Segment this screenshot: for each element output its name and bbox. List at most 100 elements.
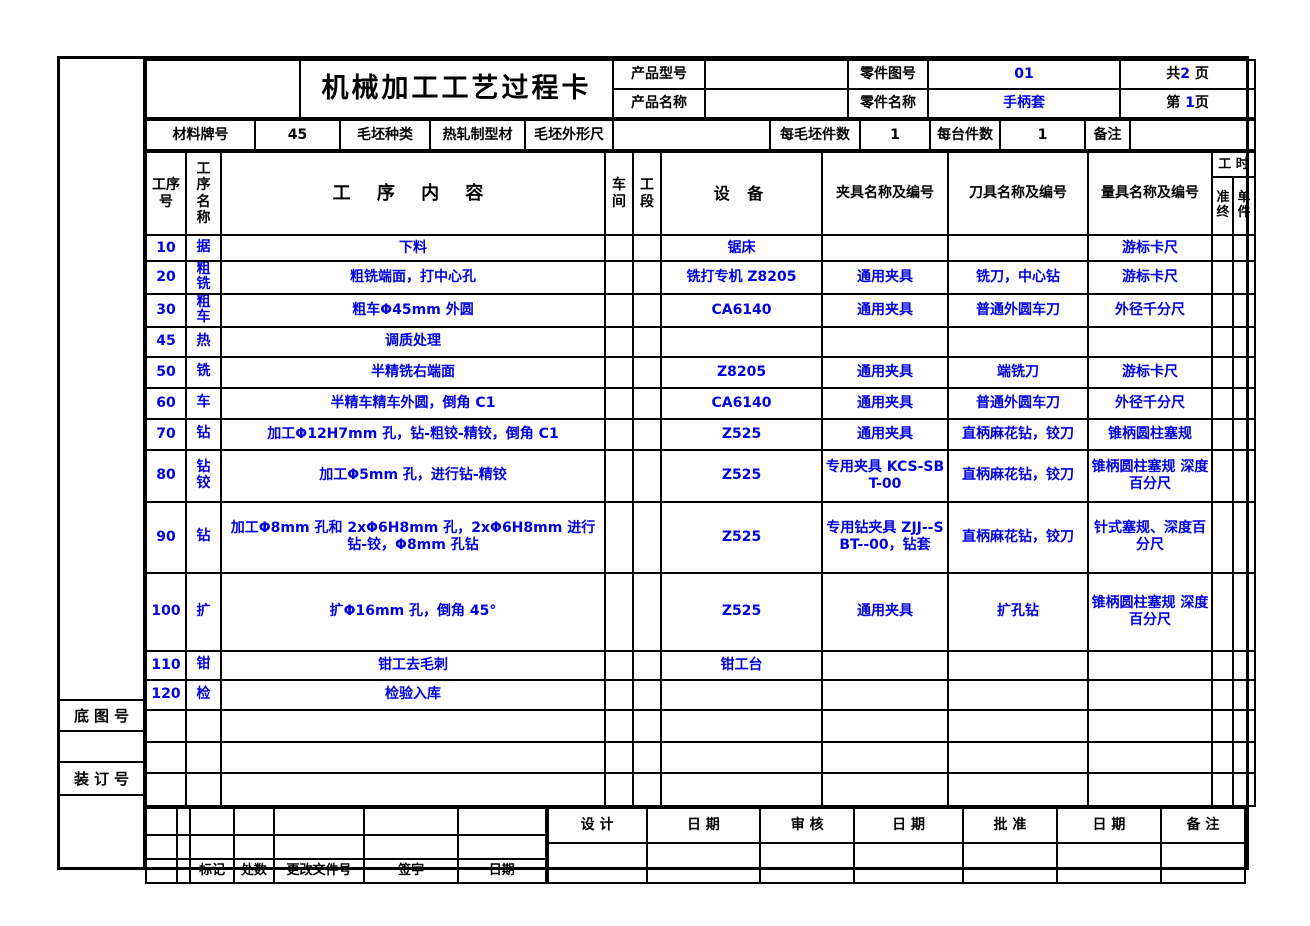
op-no-cell: 50 — [145, 355, 187, 389]
section-cell — [632, 292, 662, 328]
current-page-cell: 第 1页 — [1119, 88, 1256, 119]
product-name-label: 产品名称 — [612, 88, 706, 119]
gauge-cell: 锥柄圆柱塞规 深度百分尺 — [1087, 571, 1213, 652]
empty-cell — [821, 708, 949, 743]
pieces-per-unit-value: 1 — [999, 119, 1086, 151]
bottom-band: 标记 处数 更改文件号 签字 日期 设 计 日 期 审 — [144, 806, 1247, 884]
empty-cell — [632, 708, 662, 743]
process-row: 70 钻 加工Φ12H7mm 孔，钻-粗铰-精铰，倒角 C1 Z525 通用夹具… — [145, 417, 1256, 451]
revision-block: 标记 处数 更改文件号 签字 日期 — [144, 806, 547, 884]
equipment-cell: CA6140 — [660, 386, 823, 420]
op-no-cell: 80 — [145, 448, 187, 503]
tool-cell: 直柄麻花钻，铰刀 — [947, 448, 1089, 503]
gauge-cell: 针式塞规、深度百分尺 — [1087, 500, 1213, 574]
empty-cell — [456, 833, 547, 860]
drawing-frame: 底图号 装订号 机械加工工艺过程卡 产品型号 零件图号 01 — [57, 56, 1256, 884]
left-margin-strip: 底图号 装订号 — [60, 59, 145, 867]
op-no-cell: 20 — [145, 260, 187, 295]
empty-cell — [1232, 771, 1256, 807]
equipment-cell: 钳工台 — [660, 649, 823, 681]
current-page-suffix: 页 — [1194, 95, 1209, 112]
col-header-content: 工 序 内 容 — [220, 151, 606, 236]
piece-time-cell — [1232, 386, 1256, 420]
signoff-label-date-1: 日 期 — [645, 806, 762, 844]
total-pages-cell: 共2 页 — [1119, 59, 1256, 90]
op-no-cell: 60 — [145, 386, 187, 420]
gauge-cell: 外径千分尺 — [1087, 292, 1213, 328]
empty-cell — [660, 771, 823, 807]
prep-time-cell — [1211, 260, 1234, 295]
part-name-value: 手柄套 — [927, 88, 1121, 119]
empty-cell — [189, 833, 235, 860]
equipment-cell: 铣打专机 Z8205 — [660, 260, 823, 295]
gauge-cell — [1087, 678, 1213, 711]
empty-cell — [853, 841, 964, 884]
op-name-cell: 车 — [185, 386, 222, 420]
empty-cell — [1087, 740, 1213, 774]
left-strip-empty-row — [60, 732, 143, 763]
process-row: 90 钻 加工Φ8mm 孔和 2xΦ6H8mm 孔，2xΦ6H8mm 进行钻-铰… — [145, 500, 1256, 574]
empty-cell — [185, 708, 222, 743]
tool-cell — [947, 678, 1089, 711]
op-no-cell: 120 — [145, 678, 187, 711]
op-name-cell: 粗车 — [185, 292, 222, 328]
empty-cell — [232, 806, 275, 836]
empty-cell — [604, 740, 634, 774]
op-name-cell: 钻铰 — [185, 448, 222, 503]
current-page-value: 1 — [1185, 95, 1195, 112]
process-row: 100 扩 扩Φ16mm 孔，倒角 45° Z525 通用夹具 扩孔钻 锥柄圆柱… — [145, 571, 1256, 652]
piece-time-cell — [1232, 260, 1256, 295]
empty-cell — [1232, 708, 1256, 743]
empty-cell — [272, 806, 366, 836]
section-cell — [632, 571, 662, 652]
gauge-cell: 锥柄圆柱塞规 — [1087, 417, 1213, 451]
fixture-cell — [821, 678, 949, 711]
empty-cell — [546, 841, 648, 884]
op-name-cell: 粗铣 — [185, 260, 222, 295]
piece-time-cell — [1232, 678, 1256, 711]
empty-cell — [220, 708, 606, 743]
empty-cell — [645, 841, 762, 884]
op-content-cell: 扩Φ16mm 孔，倒角 45° — [220, 571, 606, 652]
empty-cell — [272, 833, 366, 860]
prep-time-cell — [1211, 417, 1234, 451]
prep-time-cell — [1211, 678, 1234, 711]
process-row: 110 钳 钳工去毛刺 钳工台 — [145, 649, 1256, 681]
empty-cell — [176, 857, 192, 884]
section-cell — [632, 325, 662, 358]
fixture-cell — [821, 234, 949, 262]
logo-cell — [145, 59, 301, 119]
empty-cell — [145, 771, 187, 807]
op-name-cell: 钳 — [185, 649, 222, 681]
col-header-op-name: 工序名称 — [185, 151, 222, 236]
op-no-cell: 90 — [145, 500, 187, 574]
fixture-cell — [821, 649, 949, 681]
op-content-cell: 半精铣右端面 — [220, 355, 606, 389]
col-header-equipment: 设 备 — [660, 151, 823, 236]
empty-cell — [220, 740, 606, 774]
footer-empty-row — [145, 771, 1256, 807]
workshop-cell — [604, 260, 634, 295]
equipment-cell: Z525 — [660, 417, 823, 451]
revision-label-change-doc: 更改文件号 — [272, 857, 366, 884]
op-name-cell: 据 — [185, 234, 222, 262]
empty-cell — [759, 841, 856, 884]
empty-cell — [185, 740, 222, 774]
fixture-cell: 专用钻夹具 ZJJ--SBT--00，钻套 — [821, 500, 949, 574]
empty-cell — [185, 771, 222, 807]
empty-cell — [632, 740, 662, 774]
prep-time-cell — [1211, 571, 1234, 652]
empty-cell — [947, 740, 1089, 774]
col-header-piece-time: 单件 — [1232, 176, 1256, 236]
op-name-cell: 热 — [185, 325, 222, 358]
piece-time-cell — [1232, 417, 1256, 451]
piece-time-cell — [1232, 234, 1256, 262]
empty-cell — [1211, 708, 1234, 743]
section-cell — [632, 234, 662, 262]
empty-cell — [145, 708, 187, 743]
op-no-cell: 30 — [145, 292, 187, 328]
part-drawing-no-label: 零件图号 — [847, 59, 929, 90]
piece-time-cell — [1232, 571, 1256, 652]
piece-time-cell — [1232, 649, 1256, 681]
op-content-cell: 调质处理 — [220, 325, 606, 358]
